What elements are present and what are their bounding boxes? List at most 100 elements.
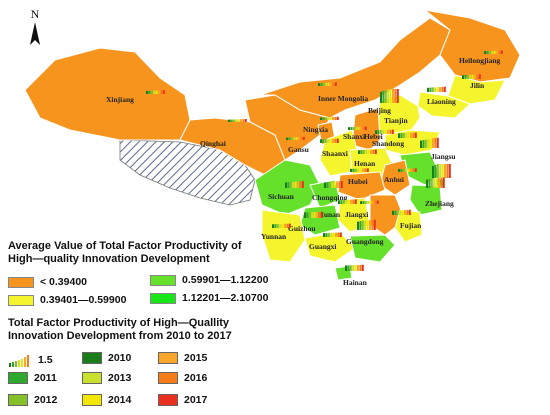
minibar-6	[359, 264, 362, 271]
minibar-3	[355, 126, 358, 130]
minibar-6	[412, 168, 415, 172]
minibar-3	[439, 164, 442, 178]
minibar-3	[292, 181, 295, 188]
minibar-5	[316, 211, 318, 218]
label-guangdong: Guangdong	[346, 237, 384, 246]
label-guizhou: Guizhou	[288, 224, 316, 233]
minibar-0	[398, 133, 400, 138]
minibar-4	[436, 87, 439, 92]
label-ningxia: Ningxia	[303, 125, 328, 134]
legend1-swatch-1	[8, 294, 34, 306]
minibar-3	[469, 74, 472, 79]
minibar-0	[426, 179, 428, 188]
label-zhejiang: Zhejiang	[425, 199, 454, 208]
minibar-7	[162, 90, 165, 94]
minibar-3	[325, 82, 328, 86]
minibar-0	[380, 91, 382, 103]
legend2-scale: 1.5	[8, 352, 53, 368]
minibar-4	[313, 212, 316, 218]
minibar-4	[329, 117, 332, 120]
minichart-hunan	[338, 199, 357, 204]
minibar-7	[354, 199, 357, 204]
minichart-inner-mongolia	[318, 82, 337, 86]
legend2-year-2017: 2017	[158, 394, 207, 406]
minibar-1	[274, 224, 277, 228]
minibar-3	[434, 87, 437, 92]
minibar-7	[436, 137, 439, 148]
minibar-2	[327, 232, 330, 237]
label-liaoning: Liaoning	[427, 97, 456, 106]
north-label: N	[31, 7, 40, 21]
legend2-year-label: 2011	[34, 372, 57, 384]
province-Hebei	[377, 94, 421, 141]
province-Heilongjiang	[424, 9, 521, 83]
province-Guangdong	[349, 234, 396, 263]
minibar-3	[352, 265, 355, 271]
minibar-6	[300, 137, 303, 140]
province-Inner Mongolia	[259, 17, 451, 119]
minibar-7	[320, 211, 323, 218]
legend2-year-2010: 2010	[82, 352, 131, 364]
minibar-3	[330, 232, 333, 237]
minibar-4	[384, 129, 387, 134]
legend2-year-swatch	[82, 372, 102, 384]
label-henan: Henan	[354, 159, 376, 168]
minibar-6	[441, 86, 444, 92]
legend2-title: Total Factor Productivity of High—Qualli…	[8, 317, 232, 342]
minibar-5	[336, 181, 338, 188]
label-hunan: Hunan	[318, 210, 341, 219]
minibar-1	[486, 51, 489, 54]
minibar-3	[427, 139, 430, 148]
minibar-4	[366, 220, 369, 230]
minibar-1	[359, 221, 362, 230]
minibar-6	[364, 168, 367, 172]
minibar-0	[358, 150, 360, 154]
legend2-year-swatch	[8, 372, 28, 384]
minibar-7	[336, 116, 339, 120]
minibar-7	[339, 232, 342, 237]
province-Yunnan	[261, 209, 306, 263]
minibar-3	[311, 212, 314, 218]
mini-bar-chart-icon	[9, 355, 29, 367]
minibar-1	[322, 139, 325, 143]
minibar-4	[369, 200, 372, 204]
minichart-gansu	[286, 136, 305, 140]
minibar-2	[431, 87, 434, 92]
minichart-henan	[358, 149, 377, 154]
minibar-2	[436, 164, 439, 178]
minichart-zhejiang	[426, 177, 445, 188]
legend1-swatch-3	[150, 292, 176, 304]
minibar-4	[281, 223, 284, 228]
label-hainan: Hainan	[343, 278, 368, 287]
minibar-6	[498, 50, 501, 54]
minibar-1	[352, 168, 355, 172]
minichart-shanghai	[432, 164, 451, 178]
minibar-4	[359, 168, 362, 172]
minibar-5	[297, 181, 299, 188]
minibar-4	[295, 137, 298, 140]
minibar-3	[382, 129, 385, 134]
minibar-1	[230, 119, 233, 122]
minichart-hainan	[345, 264, 364, 271]
minibar-5	[387, 129, 389, 134]
minibar-7	[361, 264, 364, 271]
minibar-2	[364, 201, 367, 204]
minibar-7	[500, 50, 503, 54]
minibar-0	[228, 119, 230, 122]
minibar-7	[334, 82, 337, 86]
minibar-2	[328, 181, 331, 188]
minibar-2	[349, 265, 352, 271]
minibar-0	[304, 212, 306, 218]
minibar-0	[357, 221, 359, 230]
legend2-year-label: 2010	[108, 352, 132, 364]
minibar-1	[306, 212, 309, 218]
province-Zhejiang	[409, 184, 443, 216]
minibar-7	[364, 126, 367, 130]
label-qinghai: Qinghai	[200, 139, 226, 148]
minibar-3	[153, 90, 156, 94]
minibar-1	[287, 182, 290, 188]
minibar-4	[357, 126, 360, 130]
minibar-6	[352, 199, 355, 204]
minibar-0	[462, 75, 464, 79]
minibar-0	[427, 87, 429, 92]
